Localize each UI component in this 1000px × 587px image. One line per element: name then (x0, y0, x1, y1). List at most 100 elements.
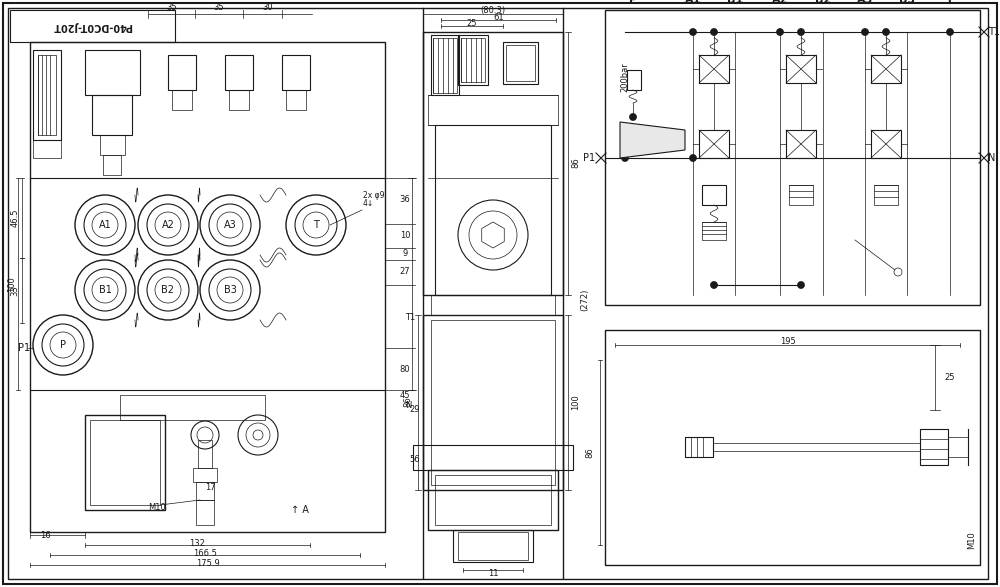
Bar (38, 55, 56, 135)
Bar (699, 55, 729, 83)
Bar (33, 50, 61, 140)
Circle shape (690, 154, 696, 161)
Text: B1: B1 (99, 285, 111, 295)
Bar (503, 42, 538, 84)
Circle shape (862, 29, 868, 35)
Bar (428, 470, 558, 530)
Circle shape (883, 29, 890, 35)
Text: 45: 45 (400, 390, 410, 400)
Text: 27: 27 (400, 268, 410, 276)
Bar (871, 55, 901, 83)
Text: 4↓: 4↓ (363, 200, 374, 208)
Circle shape (622, 154, 629, 161)
Text: 200bar: 200bar (620, 62, 630, 92)
Text: 11: 11 (488, 569, 498, 579)
Text: 2x φ9: 2x φ9 (363, 191, 384, 201)
Bar (193, 468, 217, 482)
Text: 46.5: 46.5 (10, 209, 20, 227)
Bar (196, 482, 214, 500)
Text: B2: B2 (815, 0, 831, 5)
Text: N: N (405, 400, 411, 410)
Text: 86: 86 (572, 158, 580, 168)
Text: P: P (60, 340, 66, 350)
Circle shape (776, 29, 784, 35)
Text: 195: 195 (780, 338, 795, 346)
Text: 16: 16 (40, 531, 50, 539)
Circle shape (798, 29, 804, 35)
Bar (225, 55, 253, 90)
Text: T1: T1 (405, 313, 415, 322)
Bar (605, 330, 980, 565)
Text: 29: 29 (410, 406, 420, 414)
Text: A1: A1 (685, 0, 701, 5)
Bar (453, 530, 533, 562)
Text: 56: 56 (410, 456, 420, 464)
Bar (198, 440, 212, 468)
Bar (871, 130, 901, 158)
Bar (458, 35, 488, 85)
Bar (423, 295, 563, 315)
Bar (85, 50, 140, 95)
Text: 25: 25 (467, 19, 477, 28)
Bar (30, 42, 385, 532)
Text: 30: 30 (262, 4, 273, 12)
Bar (92, 95, 132, 135)
Bar (786, 55, 816, 83)
Bar (286, 90, 306, 110)
Text: 25: 25 (945, 373, 955, 382)
Bar (33, 140, 61, 158)
Bar (433, 38, 457, 93)
Bar (100, 135, 125, 155)
Text: A3: A3 (857, 0, 873, 5)
Text: 61: 61 (493, 12, 504, 22)
Bar (699, 130, 729, 158)
Text: P: P (629, 0, 637, 5)
Text: T: T (313, 220, 319, 230)
Text: T1: T1 (988, 27, 1000, 37)
Bar (685, 437, 713, 457)
Text: N: N (988, 153, 995, 163)
Bar (461, 38, 485, 82)
Bar (431, 35, 459, 95)
Bar (786, 130, 816, 158)
Text: 175.9: 175.9 (196, 558, 219, 568)
Bar (172, 90, 192, 110)
Bar (229, 90, 249, 110)
Text: A1: A1 (99, 220, 111, 230)
Bar (702, 222, 726, 240)
Circle shape (690, 29, 696, 35)
Text: 166.5: 166.5 (193, 548, 217, 558)
Bar (435, 125, 551, 295)
Bar (920, 429, 948, 465)
Text: A2: A2 (162, 220, 174, 230)
Text: 9: 9 (402, 249, 408, 258)
Text: 80: 80 (400, 366, 410, 375)
Text: P1: P1 (18, 343, 30, 353)
Bar (506, 45, 535, 81)
Text: B1: B1 (727, 0, 743, 5)
Bar (282, 55, 310, 90)
Text: ↑ A: ↑ A (291, 505, 309, 515)
Text: (80.3): (80.3) (480, 6, 506, 15)
Bar (435, 475, 551, 525)
Text: 33: 33 (10, 285, 20, 296)
Bar (789, 185, 813, 205)
Bar (431, 320, 555, 485)
Text: P1: P1 (583, 153, 595, 163)
Bar (702, 185, 726, 205)
Text: 100: 100 (7, 276, 16, 292)
Text: 36: 36 (400, 195, 410, 204)
Circle shape (630, 113, 637, 120)
Bar (423, 32, 563, 295)
Bar (85, 415, 165, 510)
Text: M10: M10 (148, 502, 166, 511)
Text: A3: A3 (224, 220, 236, 230)
Text: P40-DC0T-J20T: P40-DC0T-J20T (52, 21, 132, 31)
Circle shape (710, 282, 718, 288)
Bar (120, 395, 265, 420)
Text: T: T (946, 0, 954, 5)
Text: B2: B2 (162, 285, 175, 295)
Text: A2: A2 (772, 0, 788, 5)
Bar (168, 55, 196, 90)
Text: 10: 10 (400, 231, 410, 241)
